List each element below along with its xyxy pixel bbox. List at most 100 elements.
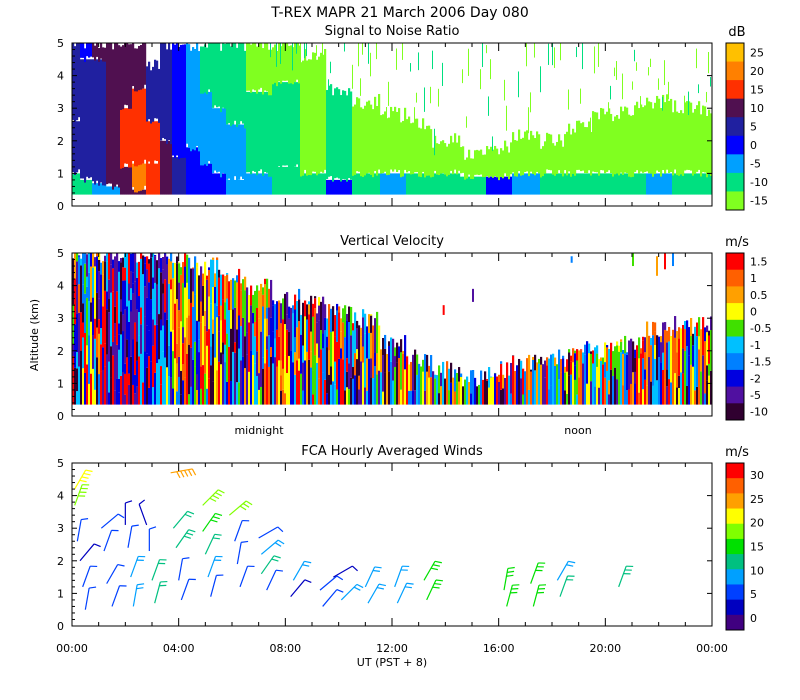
snr-column (196, 43, 199, 146)
vv-column (346, 313, 349, 321)
snr-column (360, 173, 363, 195)
vv-column (168, 376, 171, 405)
snr-column (80, 179, 83, 195)
snr-column (340, 95, 343, 182)
snr-column (82, 179, 85, 195)
vv-column (80, 312, 83, 351)
vv-column (232, 351, 235, 405)
vv-column (238, 382, 241, 405)
vv-column (198, 339, 201, 353)
vv-column (318, 320, 321, 358)
vv-column (394, 356, 397, 367)
vv-column (490, 376, 493, 378)
snr-column (304, 173, 307, 195)
vv-column (80, 265, 83, 313)
snr-column (704, 173, 707, 195)
vv-column (274, 304, 277, 339)
vv-column (202, 285, 205, 316)
snr-speckle (540, 66, 541, 93)
snr-column (580, 123, 583, 172)
snr-column (602, 173, 605, 195)
vv-column (168, 324, 171, 346)
wind-barb (138, 504, 148, 526)
vv-colorbar-label: 0.5 (750, 289, 768, 302)
snr-column (534, 138, 537, 176)
vv-column (180, 370, 183, 395)
wind-barb-flag (83, 472, 91, 476)
midnight-label: midnight (234, 424, 284, 437)
vv-column (146, 297, 149, 326)
snr-column (94, 183, 97, 195)
wind-barb-flag (304, 560, 312, 564)
snr-column (578, 120, 581, 170)
snr-column (228, 43, 231, 124)
vv-column (136, 360, 139, 387)
snr-column (520, 173, 523, 195)
vv-column (112, 355, 115, 405)
snr-column (146, 163, 149, 195)
vv-column (704, 327, 707, 342)
snr-column (492, 149, 495, 178)
vv-column (144, 351, 147, 405)
vv-column (334, 384, 337, 405)
snr-speckle (438, 88, 439, 107)
vv-column (152, 319, 155, 346)
snr-column (192, 147, 195, 195)
snr-speckle (482, 43, 483, 67)
vv-column (354, 375, 357, 405)
snr-column (438, 144, 441, 176)
snr-column (456, 173, 459, 195)
vv-column (86, 254, 89, 277)
snr-column (338, 179, 341, 195)
vv-column (180, 274, 183, 322)
snr-speckle (622, 73, 623, 100)
vv-column (570, 355, 573, 362)
vv-column (610, 369, 613, 405)
snr-speckle (298, 43, 299, 53)
vv-column (164, 253, 167, 255)
snr-column (204, 44, 207, 93)
vv-column (150, 361, 153, 405)
snr-speckle (658, 78, 659, 90)
vv-column (210, 259, 213, 304)
vv-column (74, 367, 77, 405)
snr-speckle (368, 43, 369, 64)
vv-column (572, 362, 575, 405)
wind-barb (204, 534, 216, 555)
vv-column (138, 312, 141, 336)
vv-column (324, 304, 327, 318)
snr-column (320, 173, 323, 195)
vv-column (646, 321, 649, 343)
vv-column (318, 357, 321, 379)
vv-column (226, 273, 229, 275)
vv-column (162, 351, 165, 405)
vv-column (706, 365, 709, 381)
vv-column (644, 352, 647, 370)
snr-column (500, 148, 503, 178)
vv-column (382, 337, 385, 356)
vv-column (530, 371, 533, 405)
vv-column (348, 389, 351, 405)
vv-column (388, 345, 391, 372)
snr-column (382, 173, 385, 195)
vv-column (224, 276, 227, 303)
vv-column (80, 350, 83, 405)
vv-column (700, 371, 703, 405)
vv-column (304, 360, 307, 405)
wind-barb-flag (138, 499, 146, 505)
snr-column (578, 173, 581, 195)
vv-column (128, 300, 131, 322)
vv-column (264, 284, 267, 319)
snr-column (276, 82, 279, 171)
vv-column (278, 300, 281, 303)
vv-column (632, 341, 635, 373)
vv-column (482, 379, 485, 405)
vv-column (340, 318, 343, 332)
vv-column (672, 329, 675, 359)
snr-column (236, 179, 239, 195)
snr-column (464, 176, 467, 195)
snr-colorbar-frame (725, 42, 745, 211)
wind-barb-flag (277, 539, 285, 545)
vv-column (270, 317, 273, 348)
vv-column (88, 253, 91, 273)
